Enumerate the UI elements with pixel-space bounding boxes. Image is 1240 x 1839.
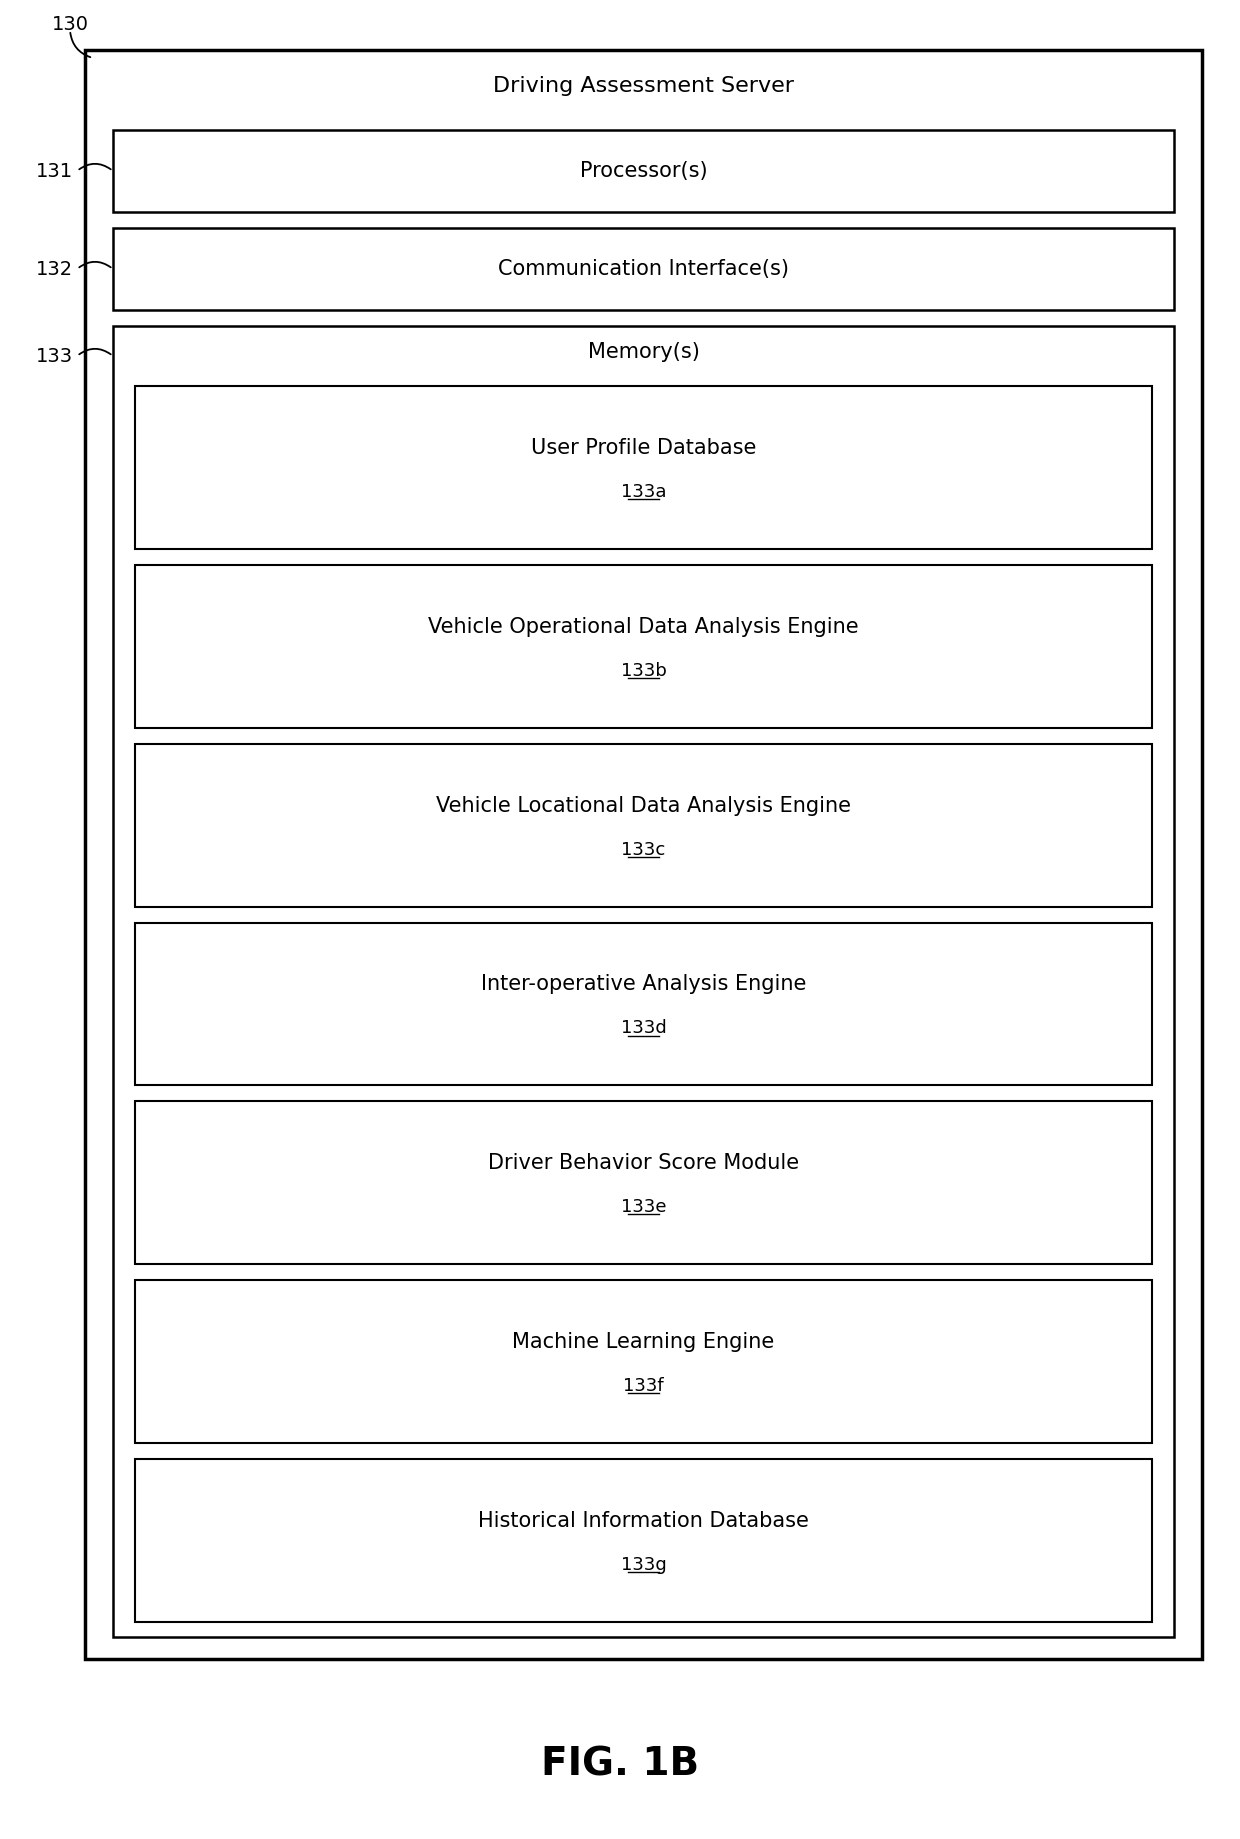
Text: 131: 131 xyxy=(36,162,73,180)
Text: 133: 133 xyxy=(36,346,73,366)
Text: Driving Assessment Server: Driving Assessment Server xyxy=(494,75,794,96)
Text: Inter-operative Analysis Engine: Inter-operative Analysis Engine xyxy=(481,975,806,995)
Text: FIG. 1B: FIG. 1B xyxy=(541,1745,699,1784)
Text: Driver Behavior Score Module: Driver Behavior Score Module xyxy=(487,1153,799,1173)
Text: Historical Information Database: Historical Information Database xyxy=(479,1512,808,1532)
Bar xyxy=(135,386,1152,548)
Text: Communication Interface(s): Communication Interface(s) xyxy=(498,259,789,280)
Bar xyxy=(113,326,1174,1637)
Bar xyxy=(135,565,1152,728)
Bar xyxy=(135,1458,1152,1622)
Text: 132: 132 xyxy=(36,259,73,278)
Bar xyxy=(113,228,1174,311)
Text: 130: 130 xyxy=(52,15,89,33)
Text: User Profile Database: User Profile Database xyxy=(531,438,756,458)
Bar xyxy=(135,743,1152,907)
Text: Vehicle Operational Data Analysis Engine: Vehicle Operational Data Analysis Engine xyxy=(428,616,859,636)
Bar xyxy=(113,131,1174,211)
Text: 133a: 133a xyxy=(621,484,666,500)
Text: 133g: 133g xyxy=(621,1556,666,1574)
Text: 133b: 133b xyxy=(620,662,666,680)
Bar xyxy=(86,50,1202,1659)
Text: 133e: 133e xyxy=(621,1199,666,1216)
Text: 133d: 133d xyxy=(621,1019,666,1037)
Text: Memory(s): Memory(s) xyxy=(588,342,699,362)
Bar xyxy=(135,1280,1152,1444)
Text: 133f: 133f xyxy=(624,1377,663,1396)
Bar xyxy=(135,1102,1152,1263)
Text: Processor(s): Processor(s) xyxy=(579,162,707,180)
Text: 133c: 133c xyxy=(621,840,666,859)
Text: Vehicle Locational Data Analysis Engine: Vehicle Locational Data Analysis Engine xyxy=(436,796,851,817)
Bar xyxy=(135,923,1152,1085)
Text: Machine Learning Engine: Machine Learning Engine xyxy=(512,1331,775,1352)
